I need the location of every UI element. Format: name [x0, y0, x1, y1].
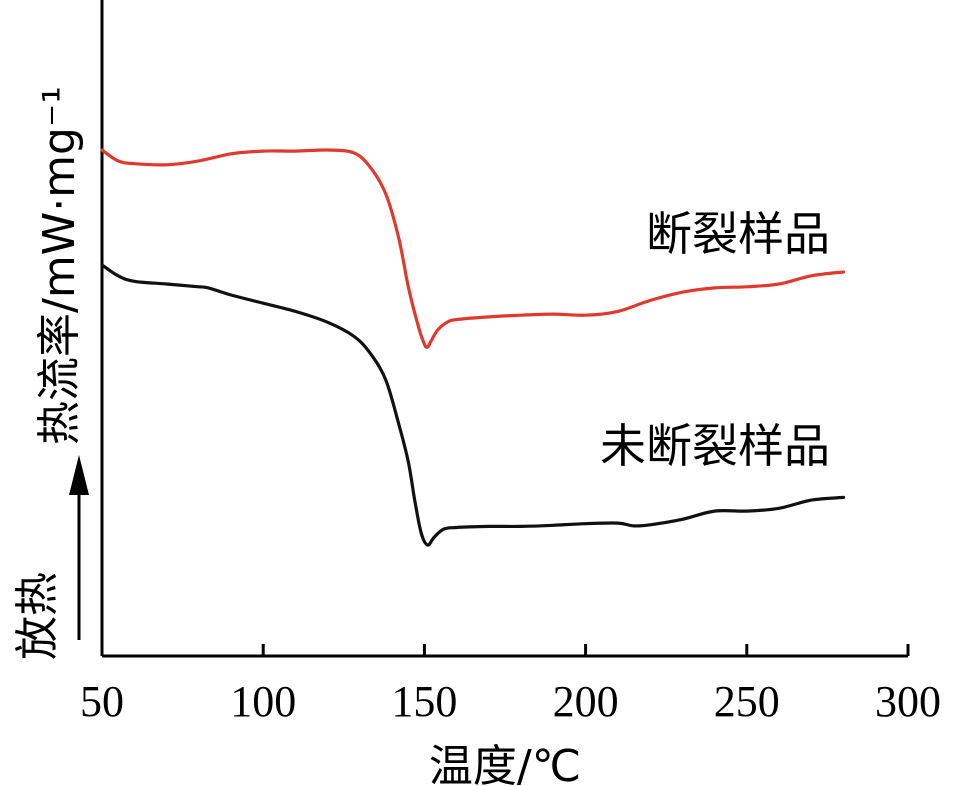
- x-tick-labels: 50 100 150 200 250 300: [80, 677, 941, 726]
- series-line-broken: [100, 148, 846, 349]
- x-tick-label: 150: [391, 677, 457, 726]
- x-axis-title: 温度/℃: [429, 741, 581, 786]
- series-label-broken: 断裂样品: [646, 207, 830, 261]
- y-axis-title: 热流率/mW·mg⁻¹: [34, 86, 85, 445]
- x-tick-label: 50: [80, 677, 124, 726]
- exotherm-arrow: [69, 455, 89, 640]
- series-label-unbroken: 未断裂样品: [600, 419, 830, 473]
- exotherm-arrow-head: [69, 455, 89, 495]
- x-tick-label: 200: [553, 677, 619, 726]
- x-ticks: [100, 644, 910, 656]
- x-tick-label: 250: [714, 677, 780, 726]
- axes: [100, 0, 908, 658]
- series-group: [100, 148, 846, 547]
- series-line-unbroken: [100, 263, 846, 547]
- x-tick-label: 100: [230, 677, 296, 726]
- x-tick-label: 300: [875, 677, 941, 726]
- exotherm-label: 放热: [12, 572, 63, 660]
